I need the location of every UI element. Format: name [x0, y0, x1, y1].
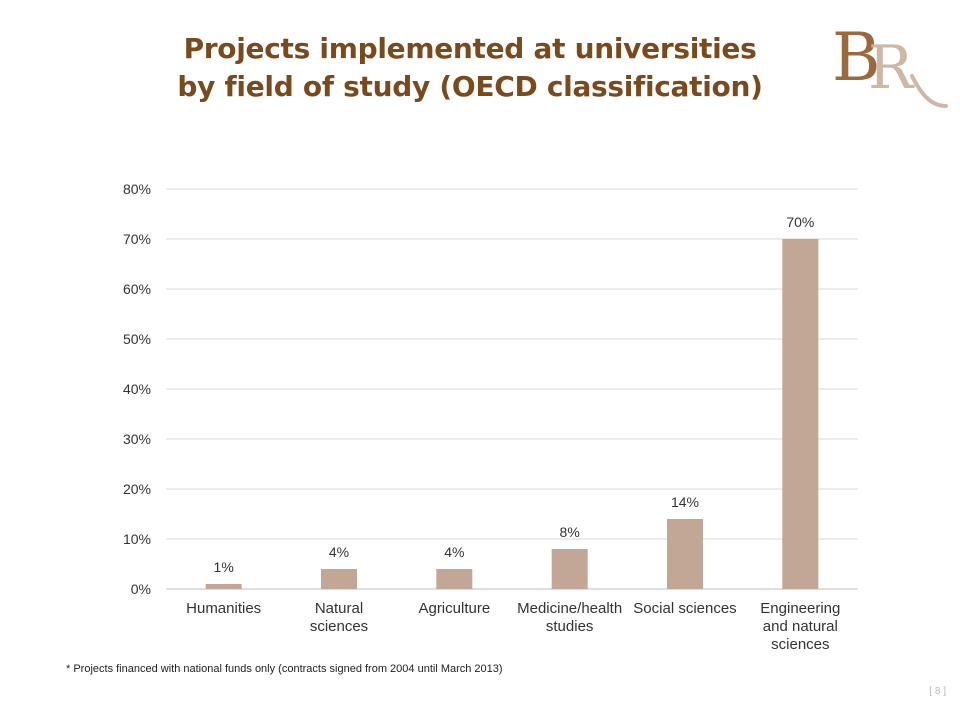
- logo-swash: [910, 74, 948, 108]
- x-tick-label: Natural: [315, 600, 363, 617]
- y-tick-label: 70%: [123, 231, 151, 247]
- bar: [321, 569, 357, 589]
- y-tick-label: 0%: [131, 581, 151, 597]
- data-label: 14%: [671, 494, 699, 510]
- footnote: * Projects financed with national funds …: [66, 663, 503, 675]
- data-label: 4%: [329, 544, 349, 560]
- data-label: 1%: [214, 559, 234, 575]
- data-label: 8%: [560, 524, 580, 540]
- x-tick-label: Humanities: [186, 600, 261, 617]
- x-tick-label: sciences: [771, 636, 829, 653]
- x-tick-label: and natural: [763, 618, 838, 635]
- slide-title: Projects implemented at universities by …: [130, 30, 810, 106]
- x-tick-label: studies: [546, 618, 594, 635]
- logo-letter-b: B: [832, 19, 881, 96]
- data-label: 70%: [786, 214, 814, 230]
- x-tick-label: Engineering: [760, 600, 840, 617]
- y-tick-label: 40%: [123, 381, 151, 397]
- x-tick-label: Social sciences: [633, 600, 736, 617]
- data-labels: 1% 4% 4% 8% 14% 70%: [214, 214, 815, 575]
- x-tick-label: sciences: [310, 618, 368, 635]
- br-logo: B R: [832, 19, 948, 108]
- logo-letter-r: R: [868, 33, 915, 103]
- bar: [205, 584, 242, 589]
- y-axis-tick-labels: 0% 10% 20% 30% 40% 50% 60% 70% 80%: [123, 181, 151, 597]
- bar: [551, 549, 588, 589]
- x-tick-label: Agriculture: [418, 600, 490, 617]
- x-tick-label: Medicine/health: [517, 600, 622, 617]
- bar: [667, 519, 703, 589]
- bar: [436, 569, 473, 589]
- y-tick-label: 30%: [123, 431, 151, 447]
- title-line-1: Projects implemented at universities: [183, 32, 757, 65]
- y-tick-label: 80%: [123, 181, 151, 197]
- gridlines: [166, 188, 858, 590]
- bar: [782, 239, 819, 589]
- y-tick-label: 10%: [123, 531, 151, 547]
- data-label: 4%: [444, 544, 464, 560]
- y-tick-label: 20%: [123, 481, 151, 497]
- title-line-2: by field of study (OECD classification): [177, 70, 763, 103]
- y-tick-label: 50%: [123, 331, 151, 347]
- bars: [205, 239, 819, 589]
- page-number: [ 8 ]: [929, 686, 946, 697]
- y-tick-label: 60%: [123, 281, 151, 297]
